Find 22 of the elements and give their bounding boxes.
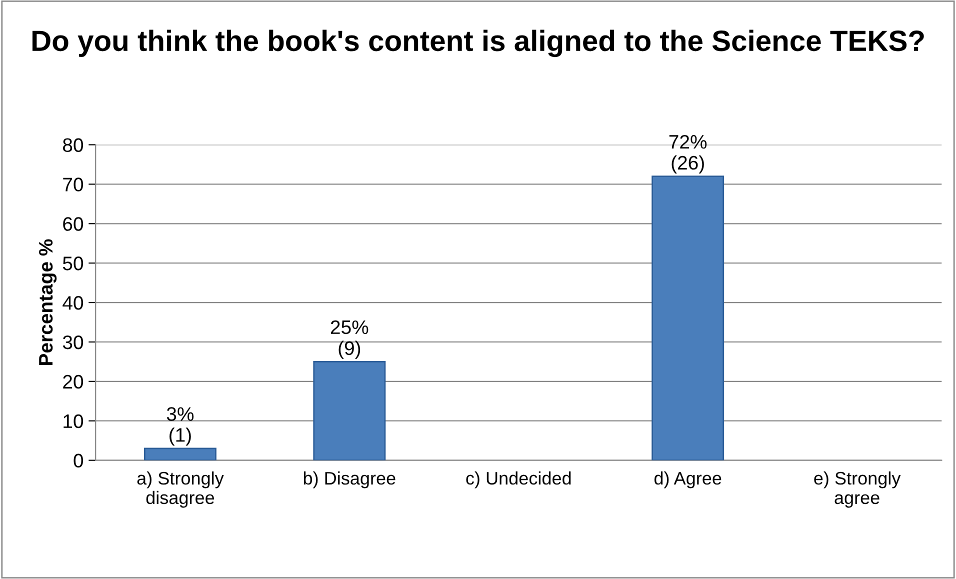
x-tick-label: c) Undecided [466,471,571,488]
y-tick-label: 0 [74,454,84,468]
bar [144,448,216,460]
y-tick-label: 80 [63,138,84,152]
y-tick-label: 70 [63,178,84,192]
x-tick-label: a) Strongly disagree [137,471,224,508]
x-tick-label: e) Strongly agree [814,471,901,508]
data-label: 72% (26) [669,134,707,174]
y-tick-label: 60 [63,217,84,231]
bar [313,361,386,460]
x-tick-label: d) Agree [654,471,722,488]
y-tick-label: 40 [62,296,84,310]
data-label: 25% (9) [330,320,368,359]
x-tick-label: b) Disagree [304,471,396,488]
y-tick-label: 10 [64,414,84,428]
y-tick-label: 20 [63,374,84,389]
y-axis-title: Percentage % [38,239,57,365]
data-label: 3% (1) [166,407,194,446]
bar [652,176,724,460]
chart-title: Do you think the book's content is aligned to the Science TEKS? [32,30,924,58]
y-tick-label: 50 [62,256,84,270]
y-tick-label: 30 [62,335,84,350]
